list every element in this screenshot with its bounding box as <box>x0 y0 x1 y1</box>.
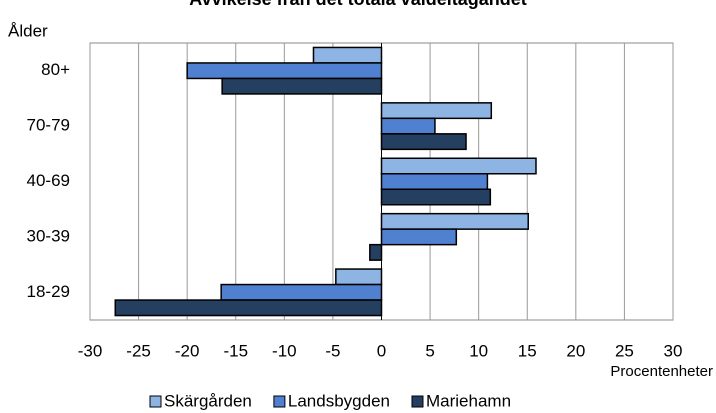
bar <box>312 46 383 64</box>
bar <box>380 102 493 120</box>
x-axis-label: Procentenheter <box>610 363 713 380</box>
x-tick-label: -10 <box>272 341 297 360</box>
bar <box>380 228 458 246</box>
bar <box>220 283 383 301</box>
bar <box>221 77 383 95</box>
x-tick-label: -15 <box>223 341 248 360</box>
legend-label: Landsbygden <box>288 391 390 410</box>
x-tick-label: 5 <box>425 341 434 360</box>
x-tick-label: 20 <box>566 341 585 360</box>
bar <box>380 173 489 190</box>
legend-swatch <box>411 395 424 408</box>
legend-swatch <box>273 395 286 408</box>
x-tick-label: -30 <box>78 341 103 360</box>
bar <box>335 268 383 286</box>
bar <box>380 133 467 151</box>
y-tick-label: 80+ <box>41 60 70 79</box>
x-tick-label: -25 <box>126 341 151 360</box>
y-axis-label: Ålder <box>8 21 48 40</box>
y-tick-label: 30-39 <box>27 226 70 245</box>
bar <box>114 299 383 317</box>
y-tick-label: 40-69 <box>27 171 70 190</box>
y-tick-label: 70-79 <box>27 116 70 135</box>
x-tick-label: 10 <box>469 341 488 360</box>
y-tick-label: 18-29 <box>27 282 70 301</box>
legend-label: Skärgården <box>164 391 252 410</box>
bar <box>186 62 383 80</box>
x-tick-label: 15 <box>518 341 537 360</box>
bar <box>380 188 492 206</box>
x-tick-label: 0 <box>377 341 386 360</box>
bar <box>380 157 537 175</box>
legend-label: Mariehamn <box>426 391 511 410</box>
x-tick-label: -5 <box>325 341 340 360</box>
x-tick-label: -20 <box>175 341 200 360</box>
bar <box>369 243 383 261</box>
bar <box>380 117 436 135</box>
bar <box>380 212 529 230</box>
legend-swatch <box>149 395 162 408</box>
x-tick-label: 25 <box>615 341 634 360</box>
x-tick-label: 30 <box>664 341 683 360</box>
chart-title: Avvikelse från det totala valdeltagandet <box>189 0 526 9</box>
